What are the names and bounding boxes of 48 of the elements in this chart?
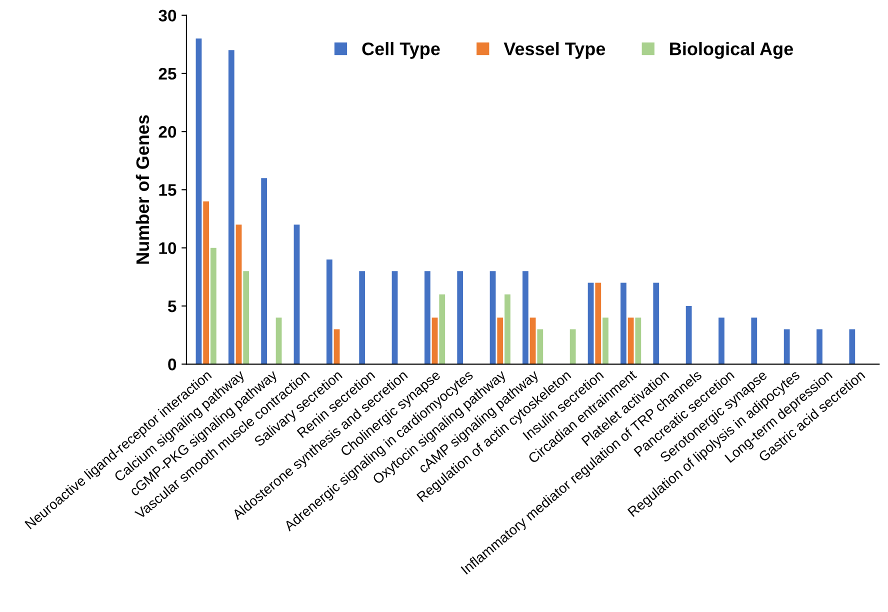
bar <box>294 224 300 364</box>
bar <box>326 259 332 364</box>
bar <box>359 271 366 364</box>
bar <box>620 282 626 364</box>
y-tick-label: 10 <box>159 242 176 254</box>
bar <box>849 329 856 364</box>
bar <box>530 318 536 364</box>
bar <box>718 318 724 364</box>
bar <box>686 306 692 364</box>
bar <box>276 318 282 364</box>
legend-label: Vessel Type <box>504 42 606 59</box>
legend-label: Cell Type <box>362 42 440 59</box>
bar <box>490 271 496 364</box>
y-tick-label: 25 <box>158 68 176 80</box>
bar <box>504 294 510 364</box>
bar <box>203 201 210 364</box>
bar <box>196 38 202 364</box>
bar <box>537 329 544 364</box>
y-tick-label: 0 <box>168 358 176 370</box>
bar <box>236 224 242 364</box>
bar <box>653 282 660 364</box>
bar <box>439 294 446 364</box>
bar <box>392 271 398 364</box>
legend-label: Biological Age <box>670 42 793 59</box>
bar <box>334 329 340 364</box>
y-tick-label: 15 <box>159 184 176 196</box>
bar <box>243 271 250 364</box>
bar <box>432 318 438 364</box>
bar <box>602 318 608 364</box>
bar <box>457 271 464 364</box>
bar <box>497 318 504 364</box>
y-tick-label: 30 <box>158 10 176 22</box>
bar <box>816 329 822 364</box>
bar <box>751 318 758 364</box>
bar <box>588 282 594 364</box>
y-tick-label: 5 <box>168 300 176 312</box>
bar <box>635 318 642 364</box>
bar <box>261 178 268 364</box>
bar <box>784 329 790 364</box>
bar <box>228 50 234 364</box>
y-axis-title: Number of Genes <box>136 115 150 264</box>
y-tick-label: 20 <box>158 126 176 138</box>
bar <box>522 271 528 364</box>
bar <box>570 329 576 364</box>
bar <box>424 271 430 364</box>
bar <box>628 318 634 364</box>
bar <box>210 248 216 364</box>
bar <box>595 282 602 364</box>
